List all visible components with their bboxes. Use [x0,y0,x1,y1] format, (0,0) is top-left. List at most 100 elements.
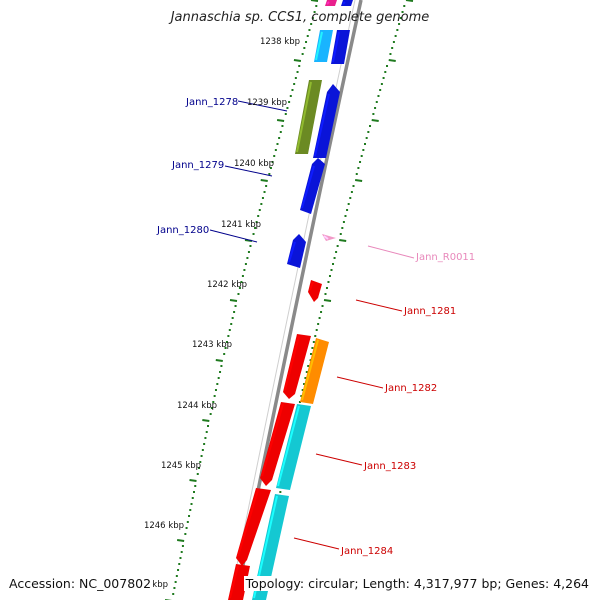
gene-feature-red-2 [260,402,295,486]
outer-minor-tick [369,125,372,127]
outer-minor-tick [364,143,367,145]
scale-label-1245: 1245 kbp [161,461,201,471]
inner-minor-tick [186,521,189,523]
inner-minor-tick [257,215,260,217]
scale-label-1239: 1239 kbp [247,98,287,108]
gene-label-jann-1279[interactable]: Jann_1279 [171,160,224,171]
outer-minor-tick [301,389,304,391]
inner-minor-tick [212,401,215,403]
gene-feature-orange [300,338,329,404]
gene-label-jann-1280[interactable]: Jann_1280 [156,225,209,236]
gene-feature-blue-jann1280 [287,234,306,268]
inner-minor-tick [174,581,177,583]
inner-minor-tick [268,173,271,175]
outer-minor-tick [350,191,353,193]
outer-minor-tick [312,341,315,343]
gene-feature-orange-highlight [301,339,319,401]
inner-minor-tick [231,317,234,319]
outer-minor-tick [317,323,320,325]
outer-minor-tick [360,155,363,157]
inner-minor-tick [214,389,217,391]
inner-minor-tick [220,365,223,367]
outer-minor-tick [279,491,282,493]
inner-minor-tick [258,209,261,211]
inner-minor-tick [199,461,202,463]
inner-minor-tick [246,257,249,259]
inner-minor-tick [210,407,213,409]
scale-label-1244: 1244 kbp [177,401,217,411]
outer-minor-tick [328,275,331,277]
inner-minor-tick [293,83,296,85]
outer-minor-tick [352,185,355,187]
gene-label-jann-1282[interactable]: Jann_1282 [384,383,437,394]
inner-minor-tick [303,47,306,49]
inner-minor-tick [301,53,304,55]
gene-feature-cyan-2 [252,494,289,600]
gene-feature-blue-jann1279-highlight [301,165,315,209]
outer-minor-tick [398,23,401,25]
inner-minor-tick [278,137,281,139]
inner-minor-tick [224,347,227,349]
backbone-shadow [229,0,356,601]
inner-minor-tick [233,311,236,313]
outer-minor-tick [401,11,404,13]
inner-minor-tick [273,155,276,157]
inner-minor-tick [291,89,294,91]
outer-minor-tick [392,41,395,43]
gene-feature-skyblue-highlight [315,31,323,61]
inner-minor-tick [298,65,301,67]
inner-minor-tick [192,491,195,493]
gene-feature-red-1 [283,334,311,399]
gene-features [228,0,353,600]
inner-minor-tick [173,587,176,589]
inner-minor-tick [241,275,244,277]
gene-label-jann-1283[interactable]: Jann_1283 [363,461,416,472]
gene-feature-blue-jann1278-highlight [314,93,330,157]
gene-feature-blue-1 [331,30,350,64]
gene-feature-olive-highlight [296,81,312,153]
outer-major-tick [323,299,332,302]
inner-minor-tick [175,575,178,577]
scale-label-1243: 1243 kbp [192,340,232,350]
inner-major-tick [176,539,185,542]
inner-tick-ring [164,0,319,602]
inner-minor-tick [203,443,206,445]
inner-minor-tick [227,335,230,337]
inner-minor-tick [238,287,241,289]
scale-label-1241: 1241 kbp [221,220,261,230]
outer-minor-tick [357,167,360,169]
gene-label-jann-1284[interactable]: Jann_1284 [340,546,393,557]
outer-minor-tick [336,245,339,247]
inner-minor-tick [255,221,258,223]
inner-minor-tick [205,431,208,433]
inner-minor-tick [261,197,264,199]
inner-minor-tick [311,17,314,19]
outer-minor-tick [330,269,333,271]
gene-feature-blue-jann1279 [300,158,325,214]
outer-major-tick [339,239,347,242]
inner-minor-tick [209,413,212,415]
inner-minor-tick [279,131,282,133]
scale-label-1238: 1238 kbp [260,37,300,47]
gene-label-jann-r0011[interactable]: Jann_R0011 [415,252,475,263]
inner-minor-tick [263,191,266,193]
outer-minor-tick [305,371,308,373]
gene-label-jann-1281[interactable]: Jann_1281 [403,306,456,317]
inner-minor-tick [252,233,255,235]
inner-minor-tick [230,323,233,325]
inner-minor-tick [201,449,204,451]
outer-minor-tick [389,53,392,55]
inner-minor-tick [306,35,309,37]
inner-major-tick [276,119,285,122]
outer-minor-tick [342,221,345,223]
inner-minor-tick [181,545,184,547]
scale-label-1240: 1240 kbp [234,159,274,169]
outer-minor-tick [307,365,310,367]
inner-minor-tick [188,515,191,517]
outer-minor-tick [346,209,349,211]
gene-feature-blue-1-highlight [332,31,340,63]
genome-backbone [229,0,363,601]
gene-feature-red-4-highlight [229,565,239,599]
gene-label-jann-1278[interactable]: Jann_1278 [185,97,238,108]
